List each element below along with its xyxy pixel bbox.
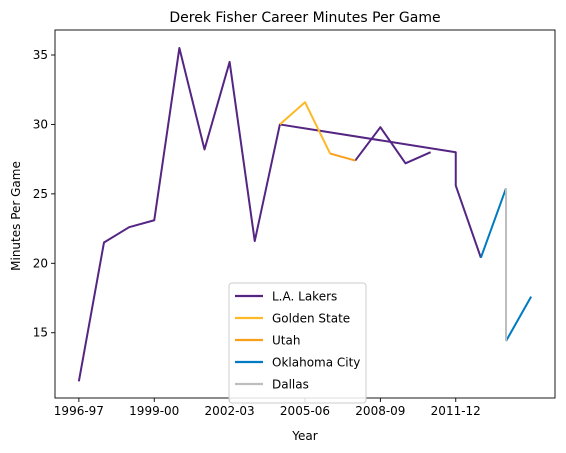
y-axis-title: Minutes Per Game [9, 161, 23, 271]
legend-label-utah: Utah [272, 334, 300, 348]
series-line-l-a-lakers-0 [77, 47, 482, 382]
legend-label-golden-state: Golden State [272, 312, 350, 326]
y-tick-label: 20 [33, 256, 48, 270]
x-tick-label: 2002-03 [205, 404, 255, 418]
chart-title: Derek Fisher Career Minutes Per Game [169, 10, 440, 26]
legend-label-oklahoma-city: Oklahoma City [272, 356, 360, 370]
series-line-oklahoma-city-4 [479, 187, 507, 259]
y-tick-label: 30 [33, 117, 48, 131]
x-tick-label: 2011-12 [431, 404, 481, 418]
series-line-oklahoma-city-5 [505, 296, 533, 342]
x-tick-label: 2008-09 [355, 404, 405, 418]
y-tick-label: 25 [33, 187, 48, 201]
y-tick-label: 15 [33, 326, 48, 340]
plot-area: 15 20 25 30 35 1996-97 1999-00 2002-03 2005-06 20… [33, 29, 556, 418]
series-line-golden-state-2 [279, 101, 332, 155]
x-tick-label: 1996-97 [54, 404, 104, 418]
legend-label-l-a-lakers: L.A. Lakers [272, 290, 337, 304]
legend-box [228, 282, 367, 404]
x-axis-title: Year [291, 429, 317, 443]
series-line-l-a-lakers-1 [354, 126, 432, 165]
legend-label-dallas: Dallas [272, 378, 309, 392]
y-tick-label: 35 [33, 48, 48, 62]
x-tick-label: 1999-00 [129, 404, 179, 418]
x-tick-label: 2005-06 [280, 404, 330, 418]
series-line-utah-3 [329, 152, 356, 162]
